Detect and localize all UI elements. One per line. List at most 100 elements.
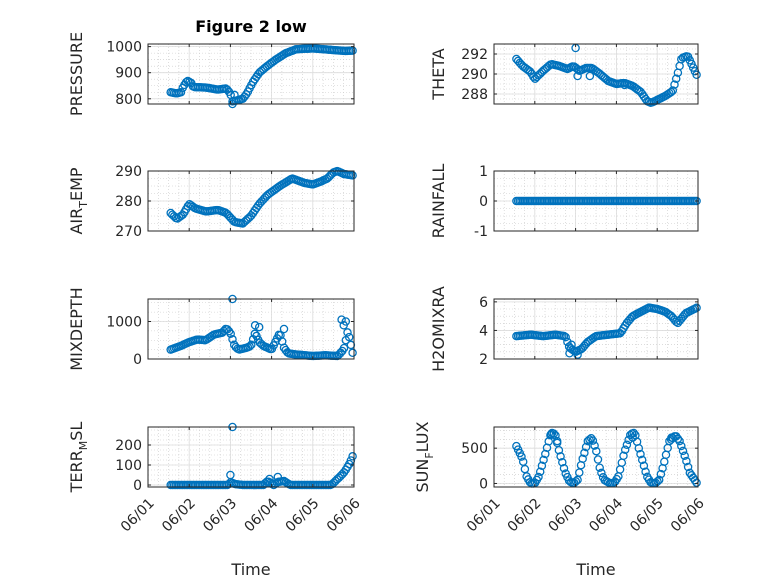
y-axis-label-suffix: SL <box>67 422 86 441</box>
y-axis-label-main: RAINFALL <box>429 164 448 239</box>
data-series <box>512 303 701 359</box>
chart-title: Figure 2 low <box>195 17 307 36</box>
data-point <box>581 442 591 452</box>
data-point <box>254 322 264 332</box>
data-series <box>166 422 357 490</box>
y-tick-label: 0 <box>133 478 142 494</box>
x-tick-label: 06/03 <box>200 495 240 535</box>
subplot-mixdepth: 0 1000 MIXDEPTH <box>67 287 357 371</box>
y-tick-label: 900 <box>115 66 142 82</box>
y-tick-label: 290 <box>115 164 142 180</box>
data-point <box>552 436 562 446</box>
data-point <box>573 350 582 359</box>
data-point <box>558 458 567 467</box>
data-point <box>348 171 357 180</box>
data-point <box>597 468 606 478</box>
x-tick-label: 06/02 <box>505 495 545 535</box>
data-point <box>348 452 357 461</box>
data-point <box>595 463 604 472</box>
x-tick-label: 06/06 <box>324 495 364 535</box>
y-axis-label-subscript: M <box>77 441 90 451</box>
y-tick-label: 200 <box>115 438 142 454</box>
axes-box <box>147 43 355 105</box>
data-series <box>512 196 701 206</box>
data-point <box>634 443 644 453</box>
data-point <box>637 455 647 465</box>
y-axis-label-main: SUN <box>413 459 432 493</box>
x-tick-label: 06/06 <box>668 495 708 535</box>
data-point <box>678 446 688 456</box>
y-axis-label: MIXDEPTH <box>67 287 86 370</box>
axes-box <box>493 298 699 360</box>
y-tick-label: 0 <box>133 352 142 368</box>
data-point <box>593 455 603 464</box>
y-tick-label: 6 <box>479 295 488 311</box>
subplot-terr-msl: 0 100 200 06/01 06/02 06/03 06/04 06/05 06/06 TER… <box>67 422 364 579</box>
data-point <box>675 436 684 446</box>
data-point <box>279 324 289 334</box>
subplot-theta: 288 290 292 THETA <box>429 43 701 108</box>
data-point <box>619 451 628 461</box>
x-tick-label: 06/05 <box>627 495 667 535</box>
axes-box <box>493 426 699 488</box>
data-point <box>639 461 649 471</box>
data-series <box>166 44 357 109</box>
x-tick-label: 06/01 <box>464 495 504 535</box>
data-point <box>677 441 686 451</box>
subplot-h2omixra: 2 4 6 H2OMIXRA <box>429 286 701 372</box>
data-point <box>628 433 637 442</box>
data-point <box>559 463 569 473</box>
data-point <box>654 475 664 485</box>
y-tick-label: 1000 <box>106 40 142 56</box>
data-point <box>343 328 352 337</box>
y-tick-label: 0 <box>479 476 488 492</box>
y-tick-label: 100 <box>115 458 142 474</box>
data-point <box>247 340 256 350</box>
y-axis-label-main: PRESSURE <box>67 32 86 116</box>
y-tick-label: 280 <box>115 194 142 210</box>
y-tick-label: 288 <box>461 87 488 103</box>
data-point <box>250 321 260 330</box>
data-point <box>226 329 235 339</box>
y-axis-label: TERRMSL <box>67 422 90 494</box>
y-axis-label-subscript: T <box>77 201 90 209</box>
x-axis-label: Time <box>575 560 615 579</box>
y-tick-label: 800 <box>115 92 142 108</box>
axes-box <box>147 426 355 488</box>
data-point <box>517 452 526 461</box>
data-point <box>226 470 235 480</box>
y-axis-label: SUNFLUX <box>413 421 436 492</box>
data-point <box>181 77 191 87</box>
y-tick-label: 1000 <box>106 315 142 331</box>
y-tick-label: 290 <box>461 67 488 83</box>
data-point <box>252 331 261 341</box>
x-tick-label: 06/02 <box>159 495 199 535</box>
data-point <box>682 456 691 466</box>
data-point <box>588 436 598 445</box>
subplot-pressure: 800 900 1000 PRESSURE Figure 2 low <box>67 17 357 116</box>
data-point <box>578 454 587 464</box>
x-axis-label: Time <box>230 560 270 579</box>
data-point <box>337 315 346 324</box>
data-point <box>592 446 601 456</box>
data-point <box>265 474 274 484</box>
data-point <box>590 441 599 450</box>
data-point <box>230 90 239 100</box>
minor-grid <box>147 427 355 487</box>
data-point <box>245 342 254 351</box>
data-series <box>166 166 357 228</box>
y-axis-label-main: H2OMIXRA <box>429 286 448 372</box>
data-point <box>692 303 701 313</box>
data-point <box>529 72 538 81</box>
data-point <box>565 349 574 358</box>
data-point <box>641 467 650 476</box>
data-point <box>546 429 556 439</box>
y-tick-label: 2 <box>479 352 488 368</box>
data-point <box>537 461 547 471</box>
y-tick-label: 500 <box>461 441 488 457</box>
axes-box <box>147 298 355 360</box>
x-tick-label: 06/05 <box>283 495 323 535</box>
data-point <box>670 80 679 89</box>
data-point <box>339 321 348 330</box>
y-axis-label-suffix: EMP <box>67 167 86 201</box>
